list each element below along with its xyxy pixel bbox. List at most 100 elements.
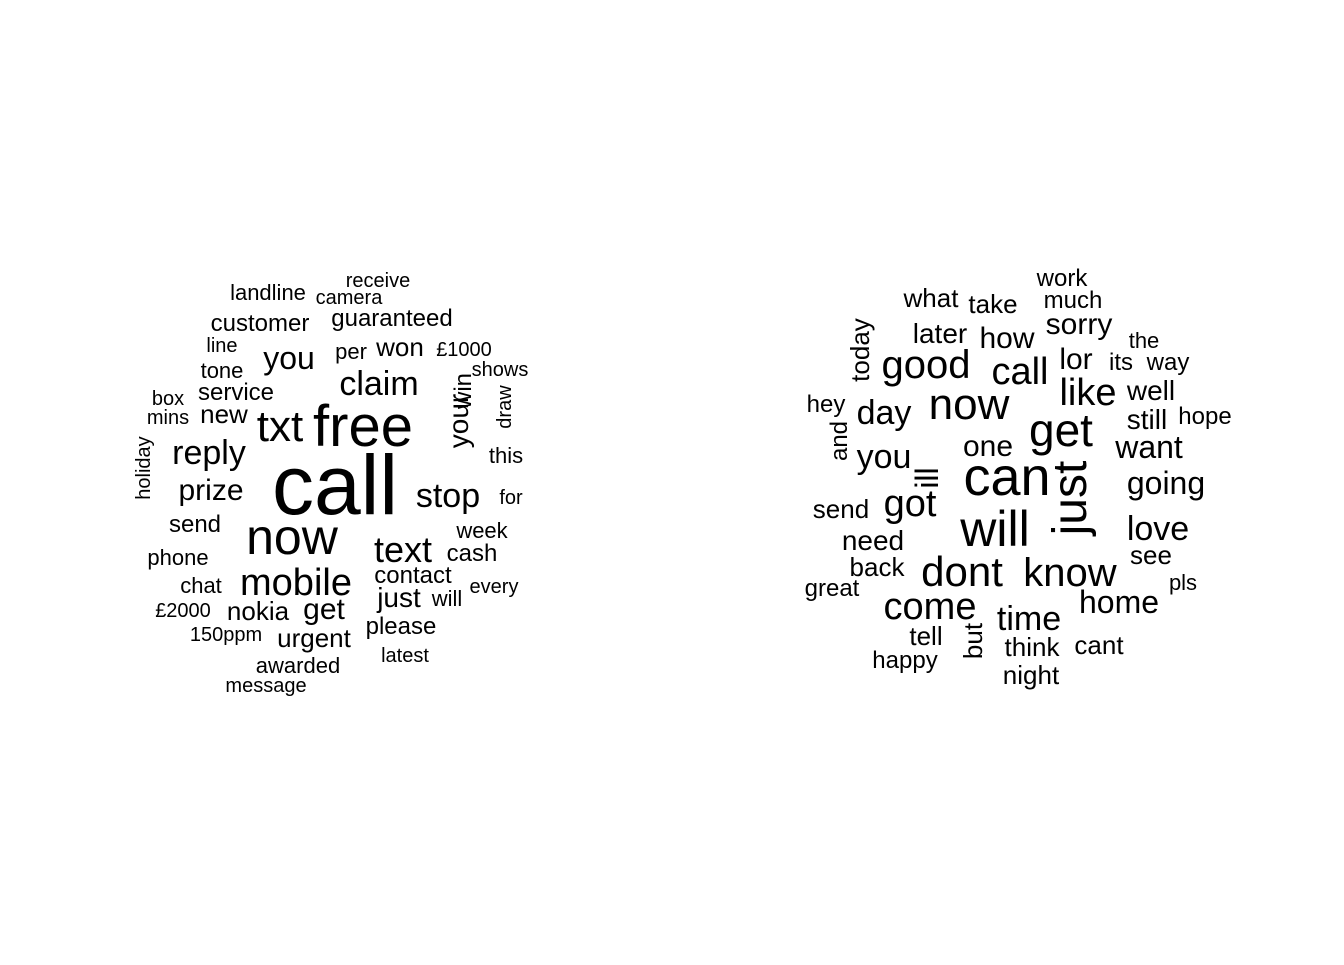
word-label: service [198,379,274,406]
word-label: time [997,600,1061,638]
word-label: ill [909,467,945,488]
word-label: but [958,622,988,659]
word-label: one [963,430,1013,463]
word-label: tell [909,621,942,651]
word-label: per [335,339,367,364]
word-label: way [1146,349,1190,376]
word-label: great [805,575,860,602]
word-label: now [929,380,1010,429]
word-label: can [963,447,1050,507]
word-label: hope [1178,403,1231,430]
word-label: take [968,289,1017,319]
word-label: send [169,511,221,538]
word-label: box [152,388,184,410]
word-label: will [959,501,1029,557]
word-label: this [489,443,523,468]
word-label: cant [1074,630,1124,660]
word-label: phone [147,545,208,570]
word-label: week [455,518,508,543]
word-label: still [1127,404,1167,435]
word-label: need [842,525,904,556]
word-label: and [826,421,853,461]
word-label: later [913,318,967,349]
word-label: lor [1059,343,1092,376]
word-label: call [272,438,398,532]
word-label: please [366,613,437,640]
word-label: just [1044,461,1097,538]
word-label: the [1129,328,1160,353]
word-label: nokia [227,596,290,626]
word-label: hey [807,391,846,418]
word-label: know [1023,551,1116,595]
word-label: now [246,509,339,565]
word-label: night [1003,660,1060,690]
word-label: reply [172,434,246,472]
word-label: how [979,322,1034,355]
word-label: come [884,586,977,628]
word-label: latest [381,645,429,667]
word-label: send [813,494,869,524]
word-label: dont [921,548,1003,595]
word-label: good [882,343,971,387]
word-label: you [263,340,315,376]
word-label: work [1036,265,1089,292]
word-label: just [376,582,421,613]
word-label: sorry [1046,308,1113,341]
word-label: txt [257,402,303,451]
word-label: awarded [256,653,340,678]
word-label: guaranteed [331,305,452,332]
word-label: your [443,394,474,448]
word-label: like [1059,372,1116,414]
word-label: much [1044,287,1103,314]
word-label: happy [872,647,937,674]
word-label: get [303,593,345,626]
word-label: will [431,586,463,611]
word-label: stop [416,477,480,515]
word-label: 150ppm [190,624,262,646]
word-label: chat [180,573,222,598]
word-label: think [1005,632,1061,662]
word-label: its [1109,349,1133,376]
word-label: new [200,399,248,429]
word-label: got [884,483,937,525]
word-label: claim [339,365,418,403]
word-label: receive [346,270,410,292]
word-label: what [903,283,960,313]
word-label: draw [494,385,516,429]
word-label: love [1127,510,1189,548]
word-label: well [1126,375,1175,406]
word-label: £2000 [155,600,211,622]
word-label: for [499,487,523,509]
word-label: holiday [133,436,155,499]
word-label: landline [230,280,306,305]
word-label: back [850,552,906,582]
word-label: won [375,332,424,362]
word-label: pls [1169,570,1197,595]
word-label: want [1114,429,1183,465]
word-label: home [1079,584,1159,620]
word-label: mins [147,407,189,429]
word-label: mobile [240,562,352,604]
word-label: day [857,394,912,432]
word-label: text [374,529,432,570]
word-label: every [470,576,519,598]
word-label: £1000 [436,339,492,361]
word-label: urgent [277,623,351,653]
word-label: win [450,373,477,410]
word-label: going [1127,465,1205,501]
word-label: cash [447,540,498,567]
word-label: line [206,335,237,357]
word-label: customer [211,310,310,337]
word-label: camera [316,287,384,309]
word-label: prize [178,474,243,507]
word-label: tone [201,358,244,383]
word-label: call [991,351,1048,393]
word-label: get [1029,404,1093,456]
word-label: shows [472,359,529,381]
word-label: contact [374,562,452,589]
word-label: you [857,438,912,476]
